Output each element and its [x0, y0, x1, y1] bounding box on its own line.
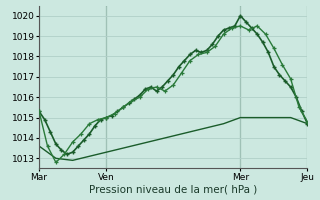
X-axis label: Pression niveau de la mer( hPa ): Pression niveau de la mer( hPa )	[89, 184, 257, 194]
